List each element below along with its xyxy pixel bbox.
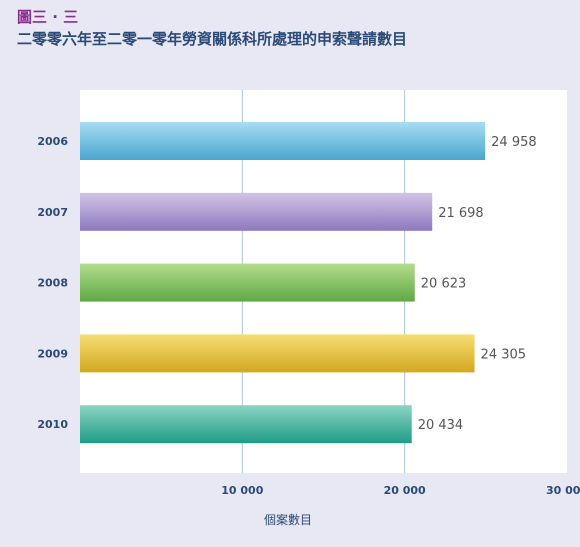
category-label: 2010	[37, 418, 68, 431]
x-tick-label: 30 000	[546, 484, 580, 497]
category-label: 2007	[37, 206, 68, 219]
bar-2010	[80, 405, 412, 444]
category-label: 2006	[37, 135, 68, 148]
x-tick-label: 20 000	[384, 484, 426, 497]
category-labels: 2006 2007 2008 2009 2010	[37, 135, 68, 431]
bar-2006	[80, 122, 486, 160]
value-label: 24 958	[491, 135, 536, 150]
category-label: 2008	[37, 277, 68, 290]
category-label: 2009	[37, 347, 68, 360]
value-labels: 24 958 21 698 20 623 24 305 20 434	[418, 135, 537, 433]
bar-2009	[80, 334, 475, 373]
bar-2007	[80, 192, 433, 231]
x-tick-labels: 10 000 20 000 30 000	[221, 484, 580, 497]
x-tick-label: 10 000	[221, 484, 263, 497]
figure-title: 二零零六年至二零一零年勞資關係科所處理的申索聲請數目	[17, 30, 408, 48]
figure-label: 圖三 · 三	[17, 8, 79, 26]
value-label: 21 698	[438, 206, 484, 221]
bars	[80, 122, 486, 444]
value-label: 24 305	[481, 347, 526, 362]
value-label: 20 623	[421, 277, 467, 292]
value-label: 20 434	[418, 418, 464, 433]
bar-2008	[80, 263, 415, 302]
x-axis-label: 個案數目	[264, 512, 312, 527]
